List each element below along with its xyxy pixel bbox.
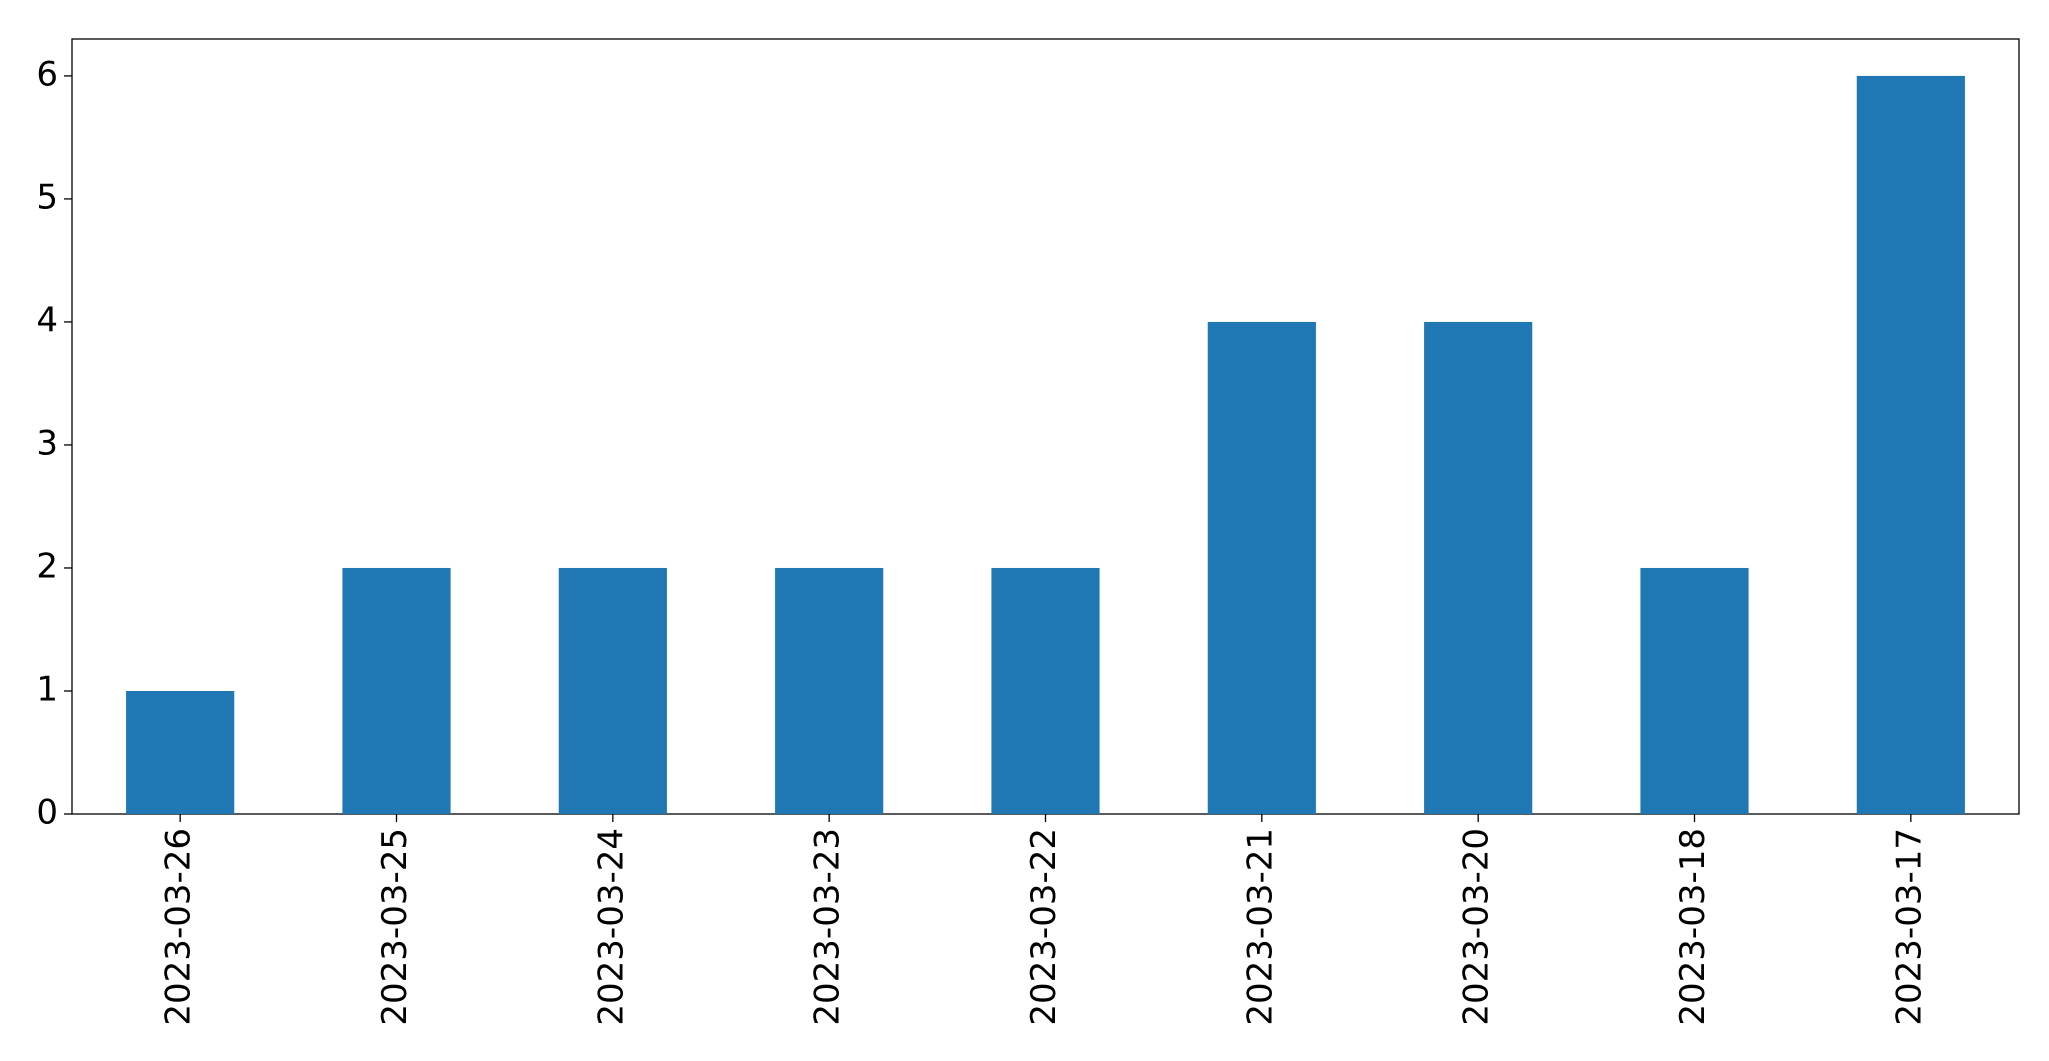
x-tick-label: 2023-03-24 xyxy=(591,828,631,1026)
x-tick-label: 2023-03-26 xyxy=(159,828,199,1026)
x-tick-label: 2023-03-21 xyxy=(1240,828,1280,1026)
bar xyxy=(775,567,884,814)
x-tick-label: 2023-03-17 xyxy=(1889,828,1929,1026)
bar xyxy=(1424,321,1533,814)
bar xyxy=(558,567,667,814)
y-tick-label: 0 xyxy=(36,793,58,833)
bar xyxy=(342,567,451,814)
bar xyxy=(1856,75,1965,814)
x-tick-label: 2023-03-22 xyxy=(1024,828,1064,1026)
bar xyxy=(1640,567,1749,814)
x-tick-label: 2023-03-20 xyxy=(1457,828,1497,1026)
x-tick-label: 2023-03-23 xyxy=(808,828,848,1026)
bar xyxy=(991,567,1100,814)
x-tick-label: 2023-03-25 xyxy=(375,828,415,1026)
y-tick-label: 3 xyxy=(36,423,58,463)
x-tick-label: 2023-03-18 xyxy=(1673,828,1713,1026)
bar xyxy=(1207,321,1316,814)
y-tick-label: 1 xyxy=(36,669,58,709)
y-tick-label: 2 xyxy=(36,546,58,586)
bar xyxy=(126,690,235,814)
y-tick-label: 6 xyxy=(36,54,58,94)
y-tick-label: 4 xyxy=(36,300,58,340)
y-tick-label: 5 xyxy=(36,177,58,217)
